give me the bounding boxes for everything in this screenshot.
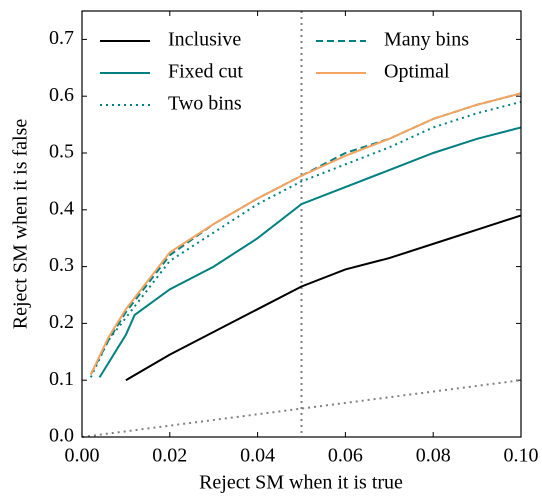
x-tick-label: 0.02 [152, 445, 187, 467]
plot-frame [81, 10, 522, 438]
y-tick-label: 0.2 [49, 311, 74, 333]
y-tick-label: 0.1 [49, 368, 74, 390]
legend-label: Two bins [168, 93, 242, 115]
legend-label: Optimal [384, 61, 450, 83]
legend-label: Many bins [384, 29, 469, 51]
series-line [125, 214, 522, 382]
legend-label: Fixed cut [168, 61, 243, 83]
series-line [89, 92, 522, 375]
x-tick-label: 0.08 [416, 445, 451, 467]
series-line [89, 92, 522, 375]
x-tick-label: 0.10 [504, 445, 539, 467]
series-line [98, 126, 522, 378]
y-tick-label: 0.7 [49, 27, 74, 49]
x-tick-label: 0.00 [65, 445, 100, 467]
x-axis-label: Reject SM when it is true [199, 472, 403, 494]
series-line [89, 100, 522, 378]
y-tick-label: 0.6 [49, 84, 74, 106]
legend-label: Inclusive [168, 29, 241, 51]
y-axis-label: Reject SM when it is false [10, 119, 32, 330]
x-tick-label: 0.04 [240, 445, 275, 467]
y-tick-label: 0.4 [49, 197, 74, 219]
y-tick-label: 0.3 [49, 254, 74, 276]
y-tick-label: 0.5 [49, 141, 74, 163]
x-tick-label: 0.06 [328, 445, 363, 467]
diagonal-line [81, 379, 522, 438]
y-tick-label: 0.0 [49, 425, 74, 447]
